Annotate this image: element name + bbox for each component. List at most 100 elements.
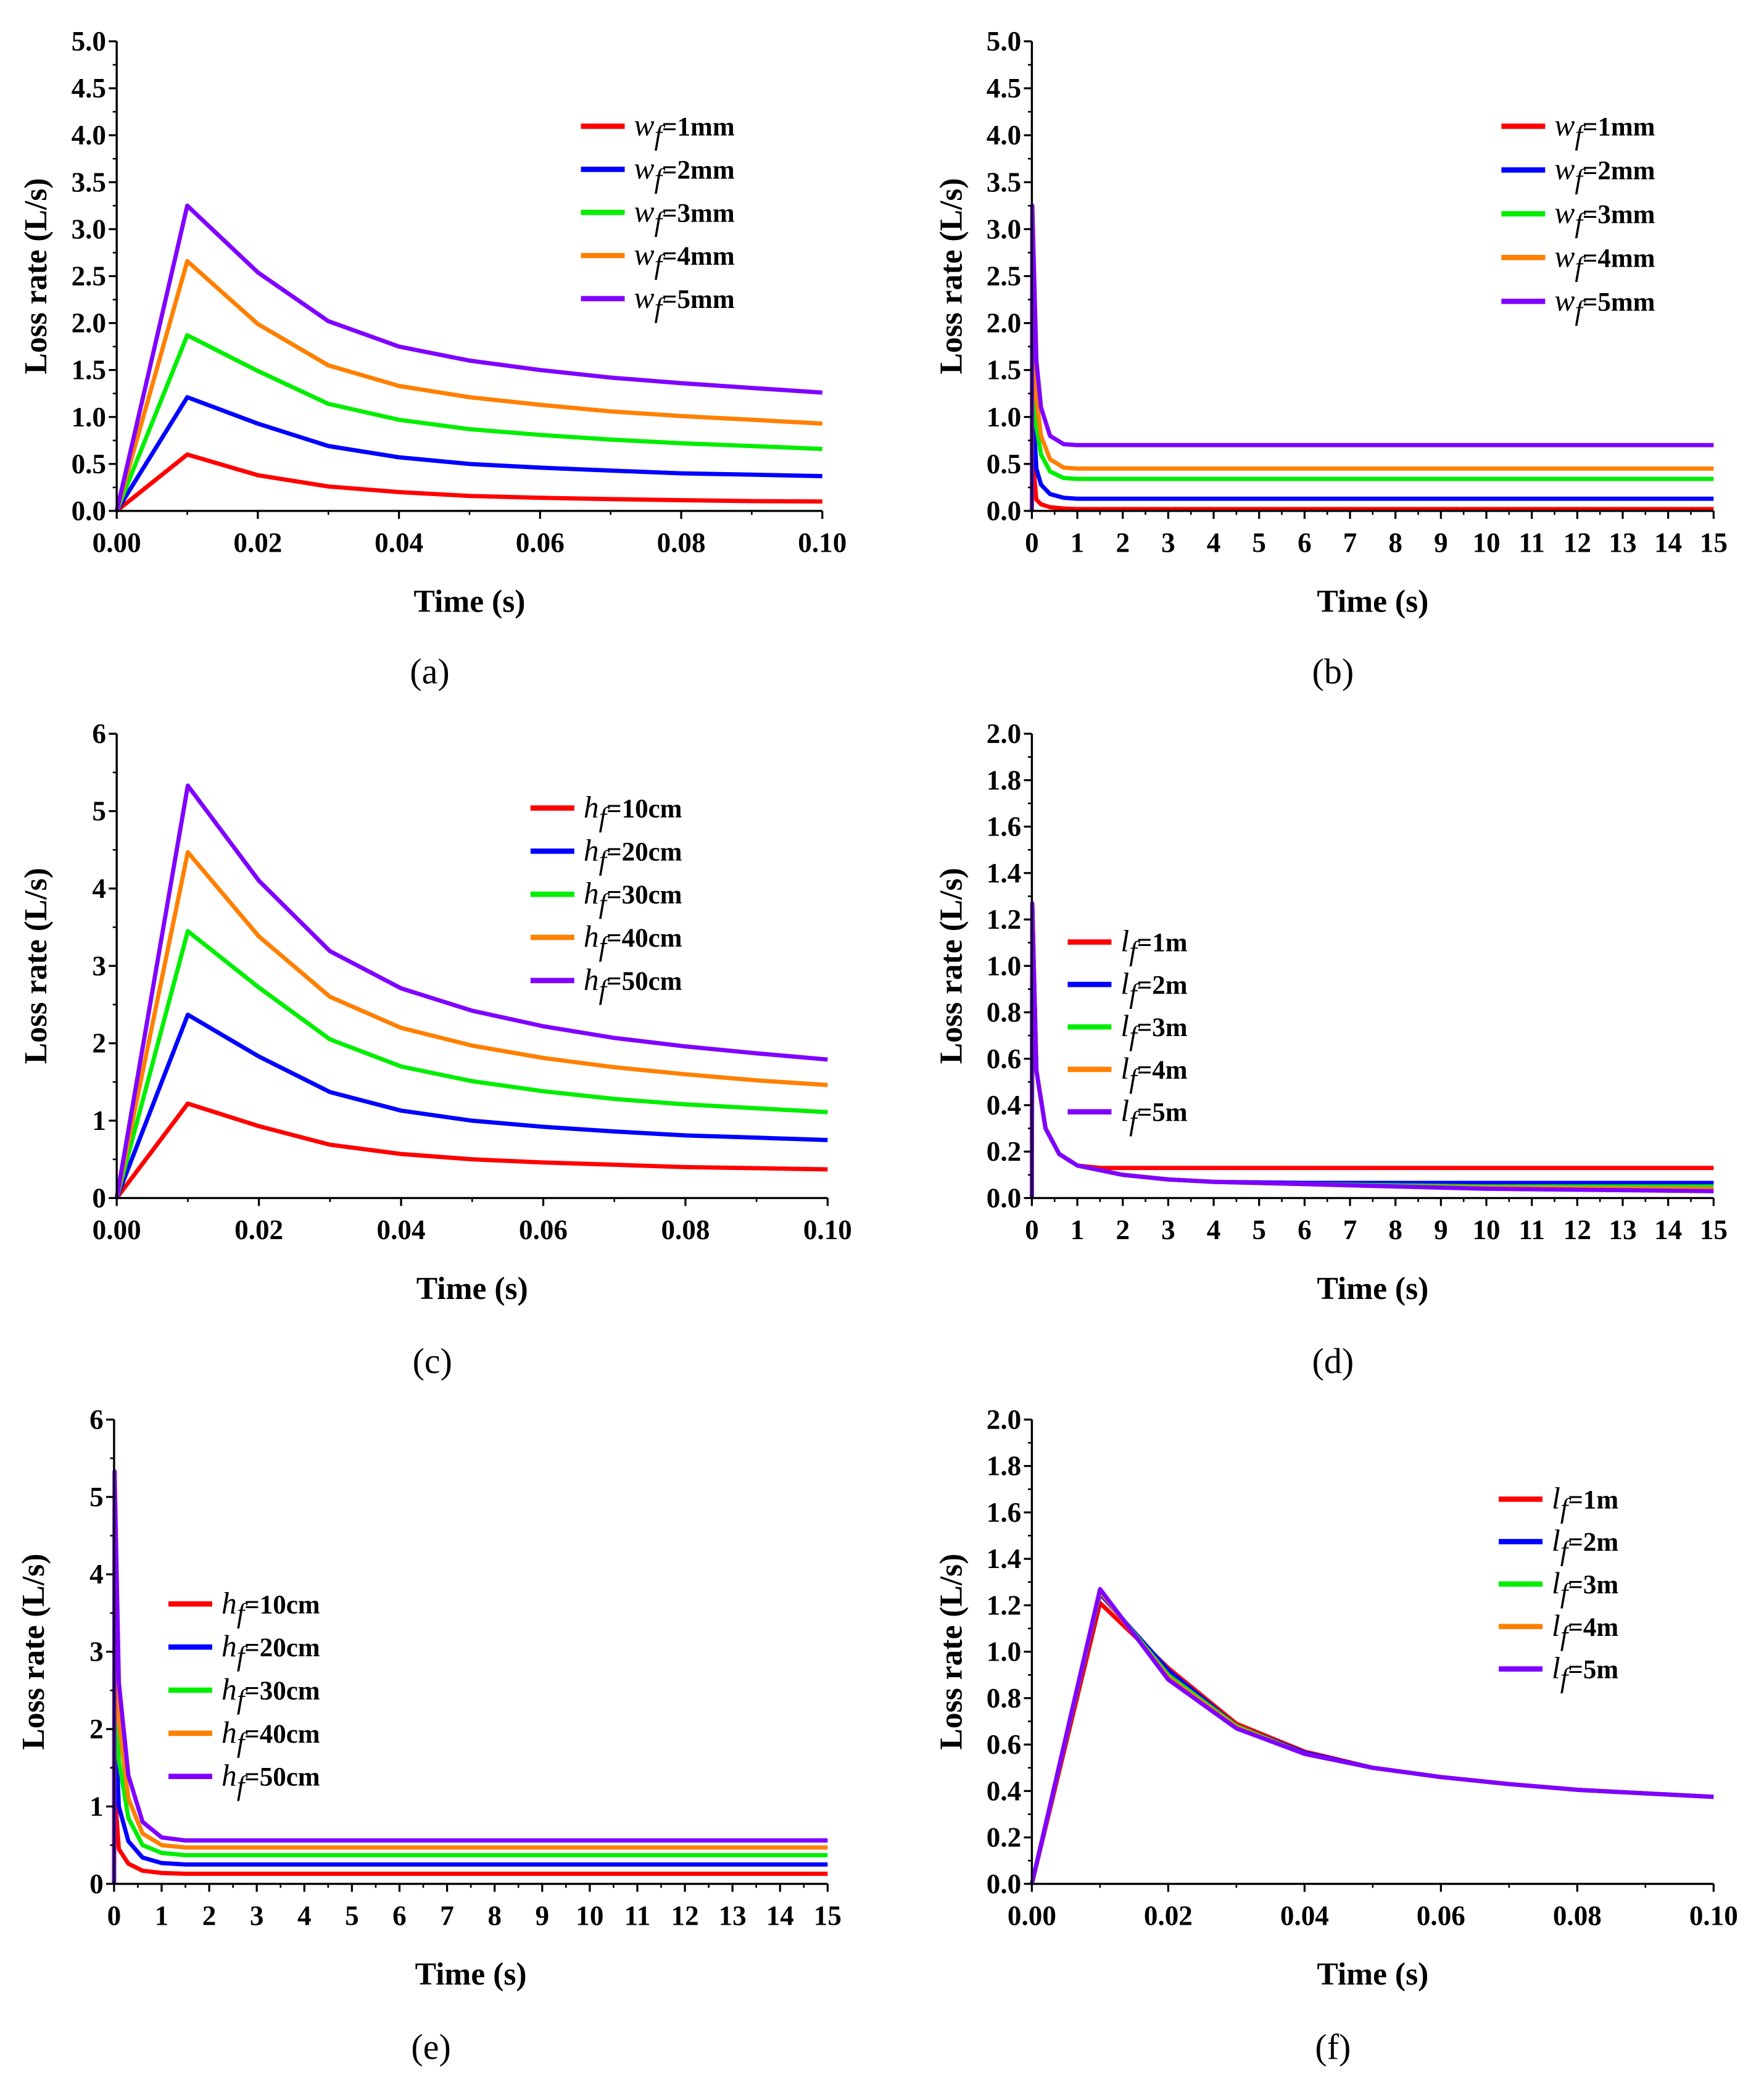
x-tick-label: 11 (624, 1900, 651, 1931)
y-tick-label: 1.5 (72, 355, 106, 386)
y-tick-label: 3.0 (72, 214, 106, 244)
x-tick-label: 8 (487, 1900, 502, 1931)
x-tick-label: 0.10 (1689, 1900, 1738, 1931)
series-line-2 (115, 395, 822, 512)
y-tick-label: 4.5 (987, 73, 1021, 104)
x-tick-label: 4 (1207, 528, 1221, 558)
series-line-5 (112, 1469, 828, 1884)
y-axis-title: Loss rate (L/s) (934, 868, 969, 1064)
x-tick-label: 0 (107, 1900, 122, 1931)
x-tick-label: 15 (1700, 1214, 1728, 1245)
legend-label: wf=3mm (1554, 196, 1655, 238)
x-tick-label: 9 (1434, 1214, 1448, 1245)
x-tick-label: 10 (1472, 528, 1500, 558)
legend-label: lf=5m (1552, 1651, 1618, 1694)
x-tick-label: 0.06 (519, 1214, 568, 1245)
panel-label: (d) (1312, 1341, 1354, 1381)
y-tick-label: 0.2 (987, 1822, 1021, 1853)
x-tick-label: 0.08 (657, 528, 706, 558)
x-tick-label: 9 (1434, 528, 1448, 558)
series-line-2 (1029, 395, 1714, 511)
x-tick-label: 0 (1025, 1214, 1039, 1245)
x-tick-label: 0 (1025, 528, 1039, 558)
y-tick-label: 0.5 (72, 449, 106, 479)
x-tick-label: 13 (1609, 1214, 1636, 1245)
y-tick-label: 0.6 (987, 1729, 1021, 1760)
series-line-1 (1030, 1601, 1714, 1885)
x-tick-label: 12 (1563, 1214, 1591, 1245)
legend-label: wf=5mm (1554, 283, 1655, 326)
x-tick-label: 0.02 (233, 528, 282, 558)
y-tick-label: 2.0 (987, 718, 1021, 749)
x-tick-label: 7 (1343, 1214, 1357, 1245)
series-line-3 (114, 333, 822, 512)
x-tick-label: 10 (576, 1900, 603, 1931)
series-line-1 (1029, 452, 1714, 512)
legend-label: hf=20cm (584, 833, 682, 876)
series-line-5 (1029, 901, 1714, 1198)
x-tick-label: 11 (1518, 528, 1545, 558)
legend-label: lf=1m (1120, 924, 1187, 967)
series-line-1 (115, 452, 822, 513)
chart-panel-d: 0.00.20.40.60.81.01.21.41.61.82.00 1 2 3 4 5 6… (934, 718, 1727, 1381)
x-tick-label: 0.00 (93, 528, 141, 558)
y-axis-title: Loss rate (L/s) (19, 868, 54, 1064)
x-tick-label: 0.08 (661, 1214, 710, 1245)
legend-label: hf=50cm (584, 963, 682, 1005)
series-line-3 (114, 929, 828, 1199)
y-axis-title: Loss rate (L/s) (16, 1554, 51, 1750)
y-tick-label: 1.0 (72, 402, 106, 433)
series-line-5 (1029, 203, 1714, 511)
x-tick-label: 3 (250, 1900, 264, 1931)
legend-label: wf=2mm (634, 151, 735, 194)
legend-label: hf=10cm (222, 1586, 320, 1629)
x-axis-title: Time (s) (416, 1271, 528, 1306)
y-tick-label: 4.5 (72, 73, 106, 104)
legend-label: hf=30cm (222, 1672, 320, 1715)
y-tick-label: 1.5 (987, 355, 1021, 386)
x-tick-label: 1 (155, 1900, 169, 1931)
legend-label: lf=4m (1552, 1609, 1618, 1651)
x-tick-label: 1 (1070, 1214, 1085, 1245)
y-tick-label: 0 (89, 1869, 104, 1899)
y-tick-label: 4 (92, 873, 106, 904)
y-tick-label: 5 (89, 1482, 104, 1512)
x-tick-label: 0.10 (798, 528, 847, 558)
x-tick-label: 0.02 (1144, 1900, 1193, 1931)
panel-label: (f) (1315, 2027, 1351, 2067)
legend-label: hf=30cm (584, 876, 682, 919)
series-line-1 (112, 1787, 828, 1884)
y-tick-label: 2.0 (72, 308, 106, 339)
x-axis-title: Time (s) (1317, 1271, 1428, 1306)
y-tick-label: 3 (89, 1637, 104, 1667)
legend-label: lf=1m (1552, 1481, 1618, 1524)
series-line-4 (114, 259, 822, 512)
legend-label: wf=3mm (634, 194, 735, 237)
x-tick-label: 4 (297, 1900, 312, 1931)
legend-label: wf=2mm (1554, 152, 1655, 195)
legend-label: lf=2m (1552, 1524, 1618, 1566)
panel-label: (a) (410, 651, 449, 691)
y-tick-label: 3.5 (987, 167, 1021, 197)
x-tick-label: 3 (1161, 1214, 1175, 1245)
y-tick-label: 1 (89, 1791, 104, 1822)
legend-label: wf=1mm (1554, 109, 1655, 151)
y-tick-label: 0.0 (987, 1182, 1021, 1213)
y-tick-label: 2 (89, 1714, 104, 1745)
x-tick-label: 15 (814, 1900, 842, 1931)
legend-label: hf=40cm (584, 919, 682, 962)
panel-label: (c) (413, 1341, 452, 1381)
x-tick-label: 2 (1116, 1214, 1130, 1245)
x-tick-label: 10 (1472, 1214, 1500, 1245)
y-tick-label: 4.0 (987, 120, 1021, 151)
x-tick-label: 7 (1343, 528, 1357, 558)
x-axis-title: Time (s) (1317, 1957, 1428, 1992)
series-line-5 (1030, 1587, 1714, 1885)
series-line-5 (114, 783, 828, 1199)
legend-label: lf=4m (1120, 1052, 1187, 1094)
